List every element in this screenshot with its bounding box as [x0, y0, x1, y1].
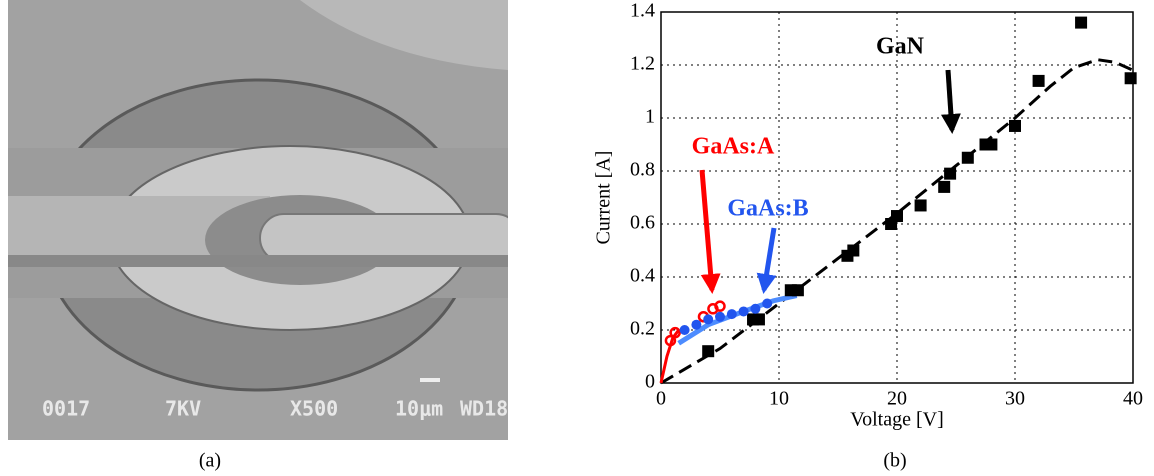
point [691, 319, 702, 330]
point [664, 334, 677, 347]
sem-image [8, 0, 508, 440]
point [762, 298, 773, 309]
point [715, 311, 725, 322]
x-tick-label: 40 [1123, 388, 1143, 410]
y-tick-label: 1.4 [630, 0, 655, 22]
x-tick-label: 20 [887, 388, 907, 410]
annotation-arrow [756, 227, 777, 294]
sem-label: WD18 [460, 397, 508, 421]
caption: (b) [883, 450, 906, 472]
sem-label: 7KV [165, 397, 201, 421]
point [914, 199, 927, 212]
point [944, 167, 957, 180]
y-tick-label: 0.8 [630, 159, 655, 181]
point [703, 314, 714, 325]
point [702, 345, 715, 358]
y-axis-label: Current [A] [593, 151, 615, 245]
sem-label: 10μm [395, 397, 443, 421]
point [669, 326, 681, 339]
annotation: GaAs:A [692, 134, 775, 160]
point [1124, 72, 1137, 85]
x-tick-label: 30 [1005, 388, 1025, 410]
y-tick-label: 0.4 [630, 265, 655, 287]
point [847, 244, 860, 257]
point [738, 306, 749, 317]
sem-label: X500 [290, 397, 338, 421]
y-tick-label: 1 [645, 106, 655, 128]
plot-frame [660, 11, 1134, 384]
point [1009, 119, 1021, 132]
point [938, 180, 951, 193]
x-tick-label: 0 [656, 388, 666, 410]
y-tick-label: 0.6 [630, 212, 655, 234]
point [891, 210, 903, 223]
x-tick-label: 10 [769, 388, 789, 410]
y-tick-label: 0 [645, 371, 655, 393]
point [985, 138, 998, 151]
point [752, 313, 765, 326]
annotation-arrow [940, 69, 961, 134]
point [1032, 74, 1045, 87]
fit-line [659, 329, 680, 384]
annotation-arrow [699, 169, 721, 294]
caption: (a) [199, 450, 221, 472]
point [1075, 16, 1088, 29]
point [961, 151, 974, 164]
annotation: GaAs:B [727, 196, 808, 222]
point [679, 325, 690, 335]
y-tick-label: 0.2 [630, 318, 655, 340]
point [714, 300, 726, 312]
annotation: GaN [876, 34, 925, 60]
y-tick-label: 1.2 [630, 53, 655, 75]
sem-label: 0017 [42, 397, 90, 421]
point [791, 284, 804, 297]
point [750, 303, 761, 314]
point [726, 309, 737, 320]
x-axis-label: Voltage [V] [850, 409, 944, 431]
